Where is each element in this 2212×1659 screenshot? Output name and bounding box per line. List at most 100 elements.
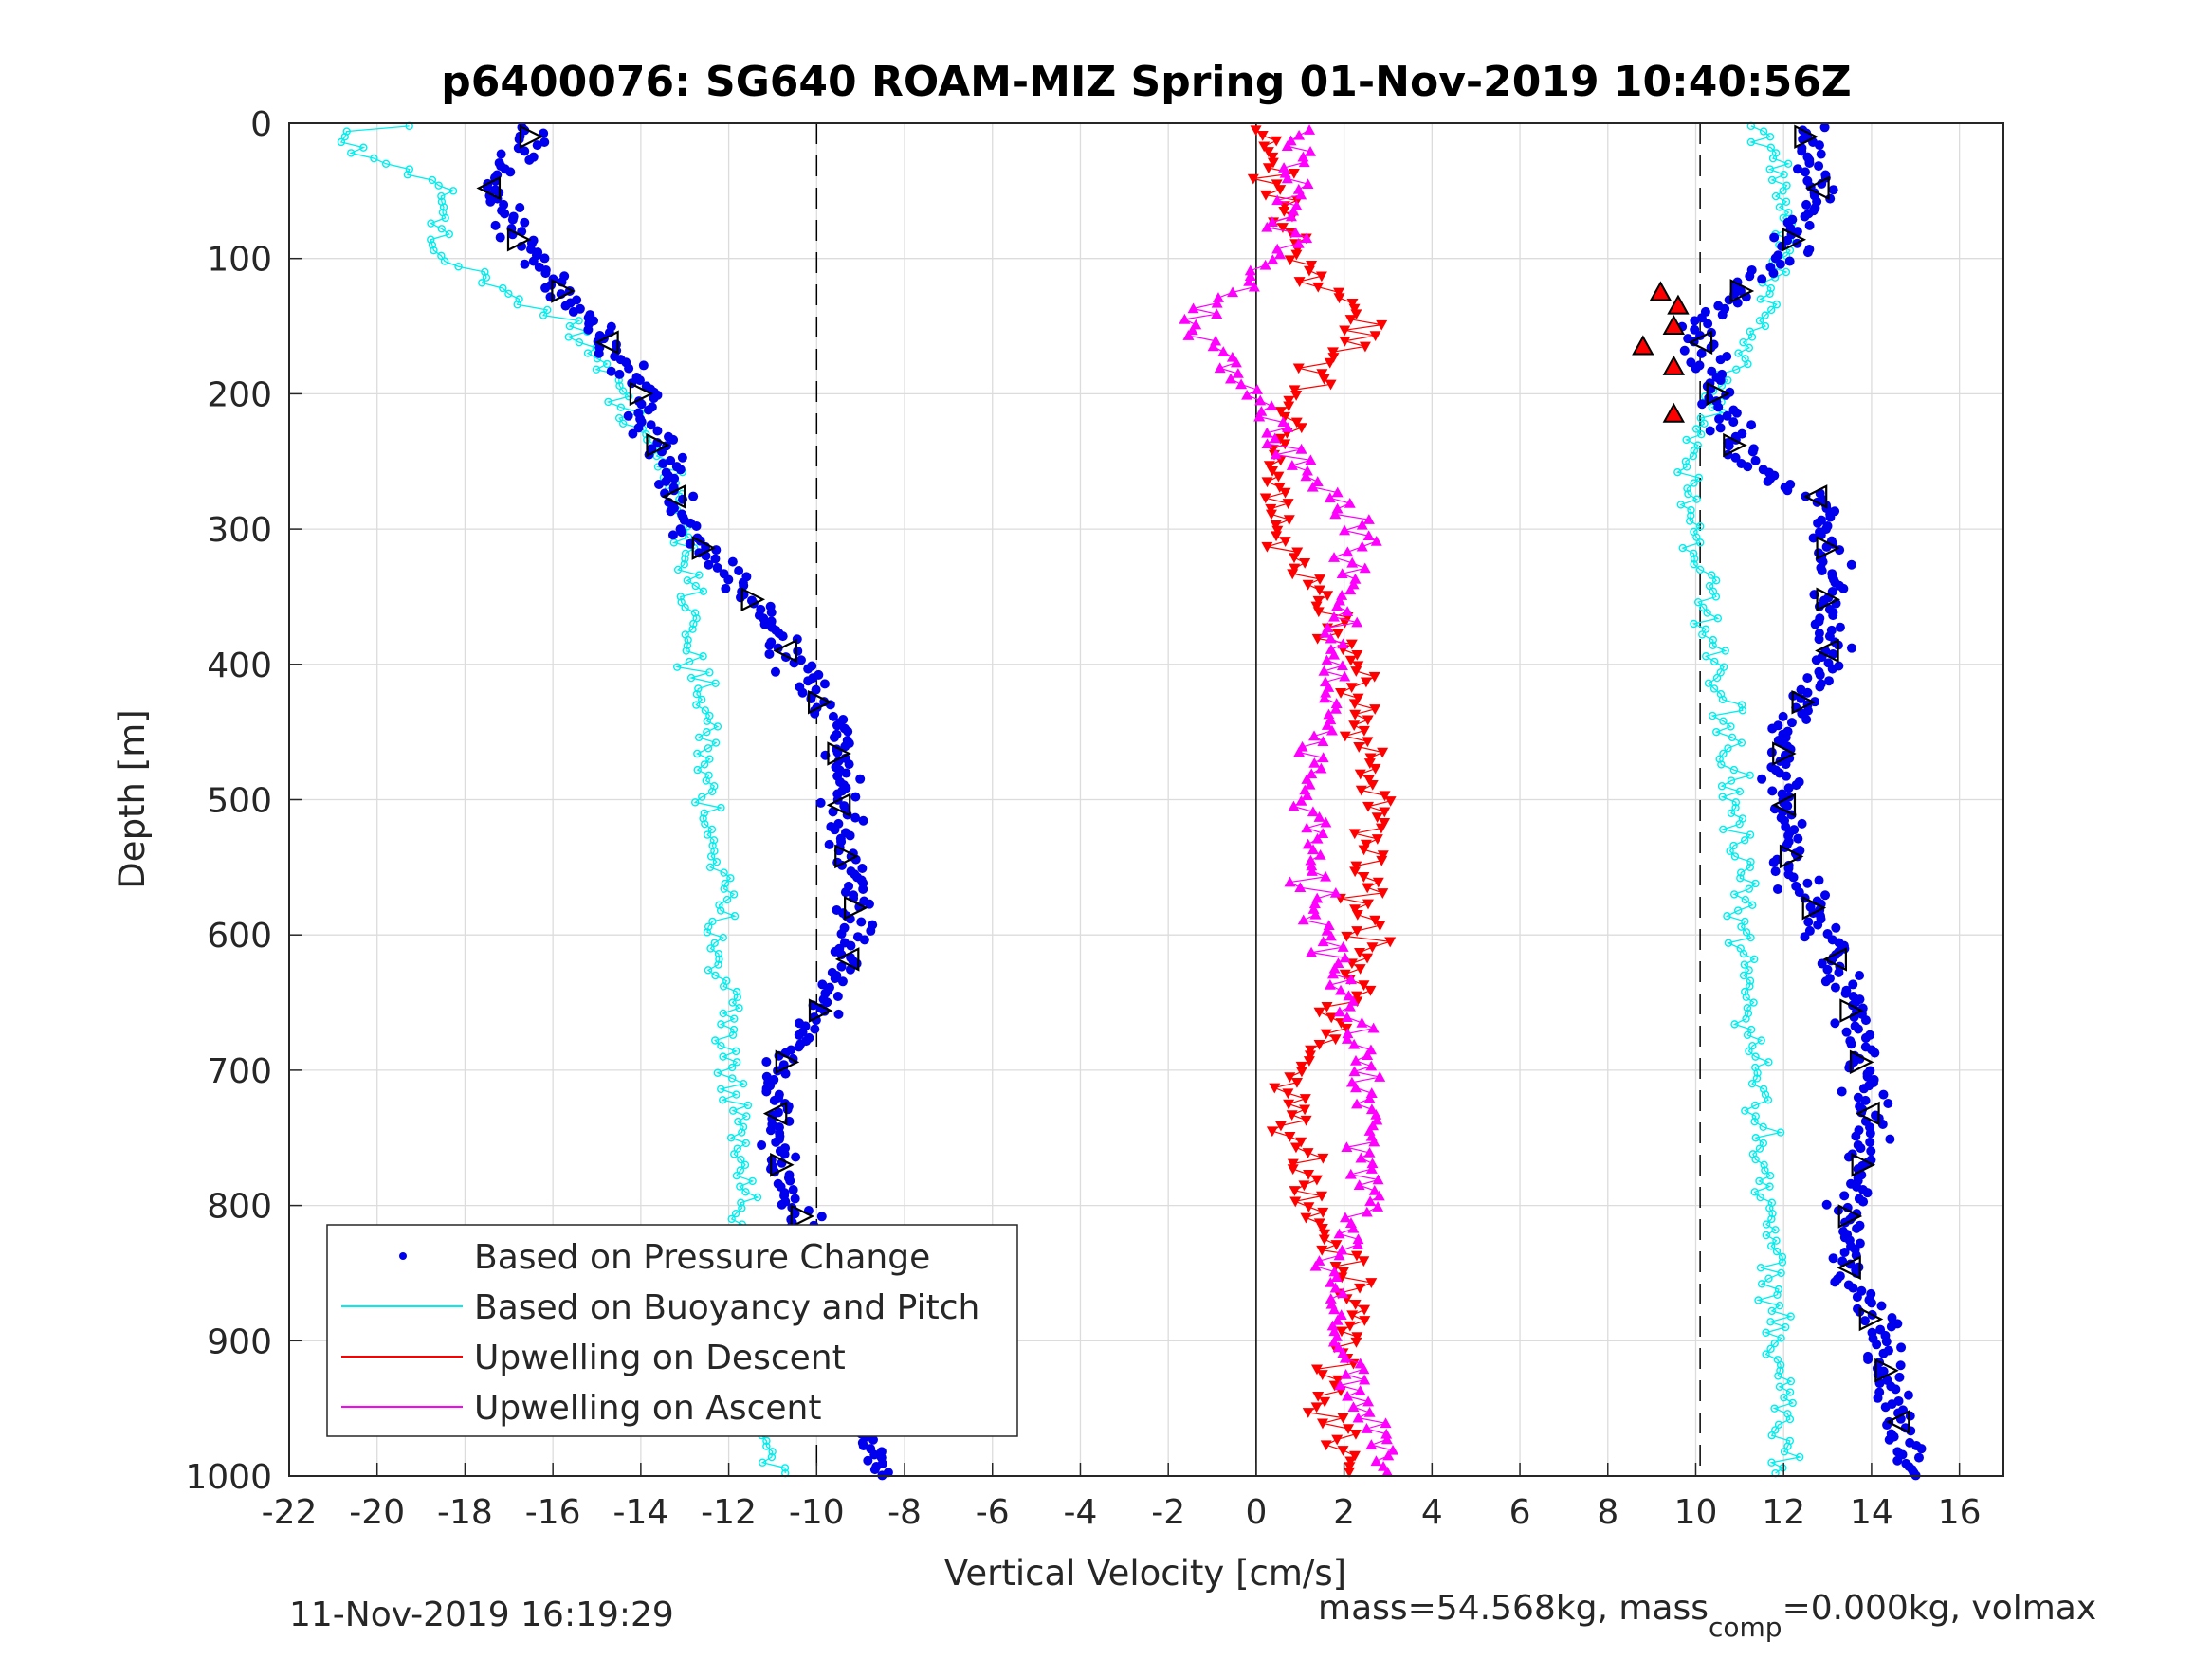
buoyancy-point	[1764, 1058, 1773, 1066]
upwelling-descent-point	[1312, 282, 1325, 293]
pressure-point	[520, 146, 530, 156]
pressure-point	[864, 899, 874, 909]
upwelling-descent-point	[1332, 629, 1344, 639]
buoyancy-point	[1768, 1209, 1777, 1218]
upwelling-ascent-point	[1370, 1455, 1382, 1467]
upwelling-ascent-point	[1282, 422, 1294, 432]
pressure-point	[666, 506, 676, 517]
buoyancy-point	[1762, 1231, 1771, 1240]
upwelling-descent-point	[1377, 888, 1389, 899]
upwelling-descent-point	[1283, 1099, 1295, 1110]
pressure-point	[1811, 655, 1821, 665]
buoyancy-point	[728, 1106, 738, 1115]
pressure-point	[1852, 1292, 1862, 1303]
pressure-point	[1865, 1128, 1875, 1139]
pressure-point	[856, 917, 867, 927]
upwelling-ascent-point	[1336, 660, 1348, 671]
upwelling-ascent-point	[1352, 1412, 1364, 1423]
buoyancy-point	[1694, 473, 1703, 483]
pressure-point	[1835, 622, 1845, 632]
upwelling-ascent-point	[1325, 1293, 1337, 1304]
pressure-point	[866, 925, 876, 936]
upwelling-descent-point	[1335, 1326, 1347, 1338]
buoyancy-point	[1687, 511, 1695, 520]
upwelling-descent-point	[1262, 147, 1274, 157]
upwelling-ascent-point	[1380, 1428, 1393, 1439]
buoyancy-point	[691, 581, 700, 591]
turn-marker	[551, 279, 576, 303]
x-tick-label: 2	[1333, 1493, 1355, 1532]
pressure-point	[1820, 976, 1831, 987]
buoyancy-point	[1742, 928, 1751, 937]
upwelling-descent-point	[1351, 909, 1363, 921]
upwelling-ascent-point	[1285, 210, 1297, 222]
buoyancy-point	[1736, 874, 1745, 883]
upwelling-descent-point	[1302, 1408, 1314, 1418]
buoyancy-point	[1715, 755, 1724, 763]
upwelling-descent-point	[1312, 607, 1325, 618]
buoyancy-point	[1760, 1160, 1768, 1169]
buoyancy-point	[1730, 852, 1740, 861]
upwelling-ascent-point	[1382, 1449, 1395, 1461]
buoyancy-point	[711, 1036, 720, 1045]
buoyancy-point	[688, 625, 697, 633]
buoyancy-point	[719, 1009, 727, 1018]
upwelling-ascent-point	[1306, 946, 1318, 957]
upwelling-ascent-point	[1241, 389, 1253, 400]
upwelling-descent-point	[1316, 1224, 1328, 1234]
upwelling-descent-point	[1295, 1061, 1307, 1072]
buoyancy-point	[1697, 430, 1706, 439]
x-tick-label: -20	[349, 1493, 405, 1532]
x-axis-ticks: -22 -20 -18 -16 -14 -12 -10 -8 -6 -4 -2 0 2 4 6 8 10 12 14…	[262, 1463, 1982, 1532]
legend-label-buoyancy: Based on Buoyancy and Pitch	[474, 1288, 979, 1327]
upwelling-ascent-point	[1304, 778, 1316, 790]
buoyancy-point	[1695, 522, 1705, 531]
pressure-point	[1828, 611, 1838, 621]
upwelling-descent-point	[1379, 791, 1391, 802]
upwelling-descent-point	[1348, 1450, 1361, 1462]
upwelling-descent-point	[1376, 319, 1388, 331]
buoyancy-point	[719, 1096, 727, 1104]
upwelling-descent-point	[1267, 152, 1279, 163]
buoyancy-point	[717, 803, 725, 812]
buoyancy-point	[1750, 1188, 1759, 1196]
buoyancy-point	[1780, 1394, 1788, 1402]
pressure-point	[1715, 355, 1726, 365]
upwelling-ascent-point	[1267, 254, 1279, 264]
upwelling-ascent-point	[1355, 1152, 1367, 1163]
buoyancy-point	[1757, 1280, 1766, 1288]
upwelling-ascent-point	[1361, 1206, 1373, 1217]
pressure-point	[1830, 1018, 1840, 1029]
upwelling-descent-point	[1362, 883, 1374, 894]
upwelling-ascent-point	[1207, 340, 1219, 352]
buoyancy-point	[743, 1101, 753, 1110]
upwelling-descent-point	[1344, 1467, 1356, 1478]
pressure-point	[540, 283, 551, 293]
upwelling-ascent-point	[1244, 270, 1256, 282]
turn-marker	[629, 381, 654, 407]
upwelling-ascent-point	[1243, 275, 1255, 286]
upwelling-ascent-point	[1329, 702, 1342, 714]
upwelling-descent-point	[1384, 796, 1397, 807]
upwelling-descent-point	[1316, 1370, 1328, 1380]
upwelling-descent-point	[1348, 303, 1361, 315]
pressure-point	[1800, 167, 1810, 177]
upwelling-ascent-point	[1339, 670, 1351, 682]
pressure-point	[846, 940, 856, 951]
pressure-point	[691, 520, 702, 531]
pressure-point	[1880, 1402, 1891, 1413]
buoyancy-point	[1766, 283, 1776, 293]
pressure-point	[1713, 402, 1724, 412]
upwelling-descent-point	[1276, 223, 1289, 233]
buoyancy-point	[680, 560, 688, 569]
upwelling-descent-point	[1359, 1304, 1371, 1316]
buoyancy-point	[1785, 1414, 1795, 1424]
y-tick-label: 900	[207, 1322, 272, 1361]
buoyancy-point	[1690, 479, 1698, 487]
buoyancy-point	[677, 597, 686, 607]
pressure-point	[782, 1104, 793, 1115]
pressure-point	[1705, 426, 1715, 436]
buoyancy-point	[1761, 311, 1769, 319]
upwelling-descent-point	[1287, 569, 1299, 580]
pressure-point	[1782, 485, 1793, 496]
